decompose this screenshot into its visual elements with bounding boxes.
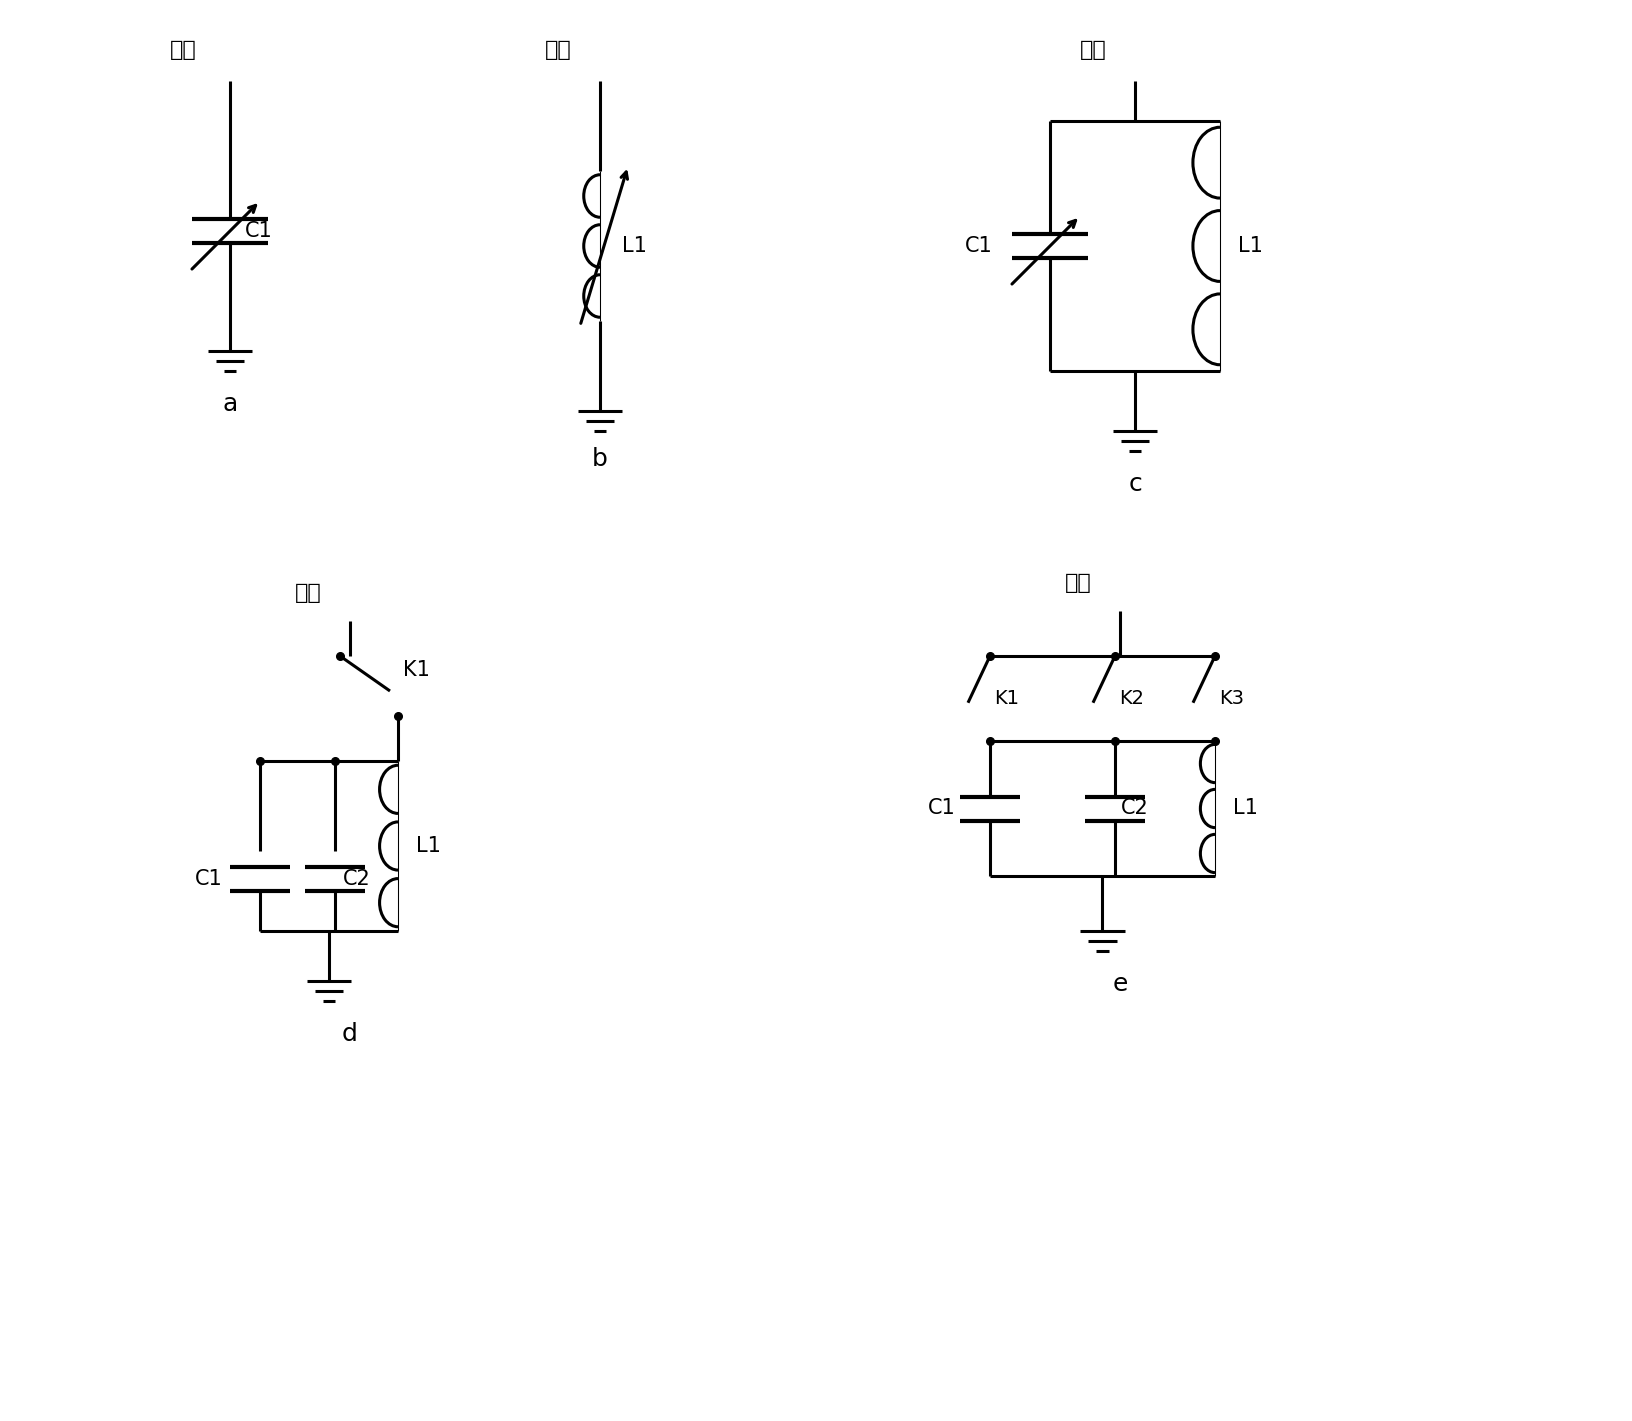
Text: L1: L1 [416, 836, 441, 855]
Text: a: a [222, 392, 238, 416]
Text: C1: C1 [194, 870, 222, 890]
Text: C1: C1 [245, 222, 273, 242]
Text: d: d [343, 1022, 357, 1046]
Text: C2: C2 [1121, 799, 1149, 818]
Text: C2: C2 [343, 870, 370, 890]
Text: L1: L1 [622, 236, 646, 256]
Text: C1: C1 [929, 799, 956, 818]
Text: e: e [1113, 972, 1128, 996]
Text: b: b [592, 448, 609, 470]
Text: C1: C1 [965, 236, 992, 256]
Text: K2: K2 [1120, 689, 1144, 708]
Text: L1: L1 [1234, 799, 1258, 818]
Text: L1: L1 [1239, 236, 1263, 256]
Text: K3: K3 [1219, 689, 1244, 708]
Text: K1: K1 [403, 659, 429, 681]
Text: c: c [1128, 472, 1142, 496]
Text: 基座: 基座 [295, 583, 322, 603]
Text: K1: K1 [994, 689, 1018, 708]
Text: 基座: 基座 [170, 40, 197, 60]
Text: 基座: 基座 [545, 40, 571, 60]
Text: 基座: 基座 [1066, 573, 1092, 593]
Text: 基座: 基座 [1080, 40, 1106, 60]
